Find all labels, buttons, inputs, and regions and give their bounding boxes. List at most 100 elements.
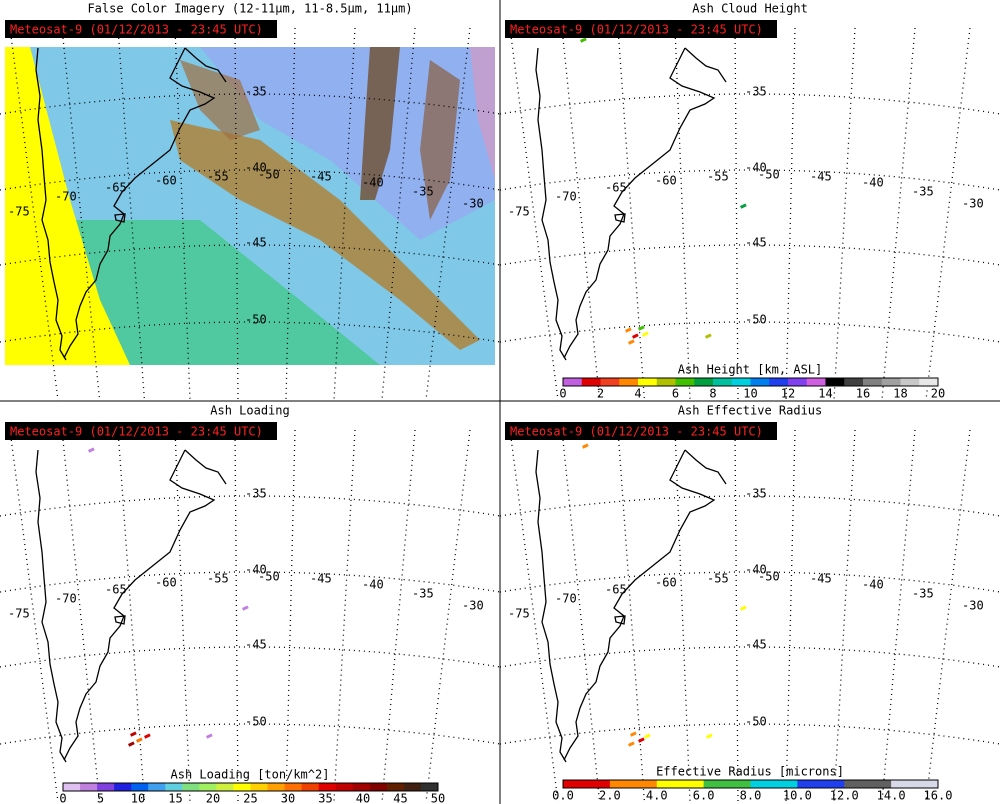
colorbar-tick-label: 0 <box>559 387 566 401</box>
coastline <box>684 449 727 485</box>
colorbar-tick-label: 25 <box>243 792 257 804</box>
colorbar-segment <box>369 783 388 791</box>
colorbar-title: Ash Height [km, ASL] <box>678 363 823 377</box>
grid-label: -60 <box>155 174 177 188</box>
grid-label: -50 <box>745 313 767 327</box>
colorbar-tick-label: 10 <box>131 792 145 804</box>
longitude-line <box>234 429 239 803</box>
image-yellow-region <box>5 47 130 365</box>
grid-label: -40 <box>245 563 267 577</box>
colorbar-tick-label: 6 <box>672 387 679 401</box>
colorbar-tick-label: 35 <box>318 792 332 804</box>
grid-label: -50 <box>758 168 780 182</box>
colorbar-segment <box>713 378 733 386</box>
colorbar-tick-label: 6.0 <box>693 789 715 803</box>
grid-label: -60 <box>655 174 677 188</box>
colorbar-segment <box>656 780 705 788</box>
coastline <box>35 449 67 763</box>
grid-label: -30 <box>962 599 984 613</box>
panel-title: Ash Loading <box>210 404 289 418</box>
grid-label: -40 <box>745 563 767 577</box>
coastline <box>535 47 567 361</box>
false-color-image <box>5 47 495 365</box>
colorbar-segment <box>386 783 405 791</box>
colorbar-segment <box>703 780 751 788</box>
ash-pixel <box>705 333 712 339</box>
ash-pixel <box>128 741 135 747</box>
colorbar-tick-label: 10.0 <box>783 789 812 803</box>
ash-pixel <box>638 737 645 743</box>
longitude-line <box>833 429 856 803</box>
grid-label: -40 <box>862 176 884 190</box>
image-cloud-band-1 <box>360 47 400 200</box>
colorbar-tick-label: 0 <box>59 792 66 804</box>
colorbar-tick-label: 20 <box>931 387 945 401</box>
colorbar-tick-label: 16 <box>856 387 870 401</box>
colorbar-segment <box>731 378 751 386</box>
longitude-line <box>674 27 691 401</box>
colorbar-segment <box>769 378 789 386</box>
coastline <box>563 449 716 761</box>
grid-label: -55 <box>707 170 729 184</box>
colorbar-frame <box>562 377 939 387</box>
grid-label: -55 <box>207 572 229 586</box>
longitude-line <box>174 429 191 803</box>
image-green-region <box>60 220 380 365</box>
colorbar-segment <box>750 378 770 386</box>
colorbar-segment <box>656 378 676 386</box>
colorbar-tick-label: 2.0 <box>599 789 621 803</box>
map-panel: -35 -40 -45 -50 -65 -60 -55 -50 -45 -40 -35 -30 -70 -… <box>0 2 501 401</box>
longitude-line <box>734 27 739 401</box>
ash-pixel <box>206 733 213 739</box>
grid-label: -75 <box>508 205 530 219</box>
grid-label: -30 <box>962 197 984 211</box>
ash-pixel <box>88 447 95 453</box>
colorbar-segment <box>165 783 183 791</box>
grid-label: -55 <box>207 170 229 184</box>
coastline <box>535 449 567 763</box>
colorbar-tick-label: 2 <box>597 387 604 401</box>
grid-label: -45 <box>810 572 832 586</box>
colorbar-tick-label: 10 <box>743 387 757 401</box>
colorbar-tick-label: 16.0 <box>924 789 953 803</box>
island <box>114 213 126 223</box>
grid-label: -45 <box>745 236 767 250</box>
grid-label: -50 <box>258 570 280 584</box>
colorbar-segment <box>844 780 892 788</box>
grid-label: -65 <box>105 181 127 195</box>
grid-label: -40 <box>362 176 384 190</box>
grid-label: -35 <box>912 587 934 601</box>
grid-label: -50 <box>758 570 780 584</box>
colorbar-segment <box>420 783 439 791</box>
island <box>114 615 126 625</box>
timestamp-box <box>505 20 777 38</box>
ash-pixel <box>706 733 713 739</box>
coastline <box>35 47 67 361</box>
ash-pixel <box>638 325 645 331</box>
colorbar-segment <box>797 780 845 788</box>
colorbar-tick-label: 4 <box>634 387 641 401</box>
image-pink-edge <box>470 47 495 180</box>
colorbar-segment <box>919 378 939 386</box>
colorbar-segment <box>318 783 337 791</box>
colorbar-tick-label: 20 <box>206 792 220 804</box>
colorbar-segment <box>250 783 269 791</box>
grid-label: -45 <box>810 170 832 184</box>
grid-label: -40 <box>862 578 884 592</box>
grid-label: -45 <box>310 170 332 184</box>
colorbar-segment <box>335 783 354 791</box>
colorbar-title: Ash Loading [ton/km^2] <box>171 768 330 782</box>
timestamp-label: Meteosat-9 (01/12/2013 - 23:45 UTC) <box>10 425 263 439</box>
colorbar-segment <box>301 783 320 791</box>
map-panel: -35 -40 -45 -50 -65 -60 -55 -50 -45 -40 -35 -30 -70 -… <box>0 404 501 804</box>
colorbar-tick-label: 8 <box>709 387 716 401</box>
ash-pixel <box>144 733 151 739</box>
colorbar-segment <box>600 378 620 386</box>
colorbar-segment <box>199 783 217 791</box>
panel-title: False Color Imagery (12-11μm, 11-8.5μm, … <box>87 2 412 16</box>
grid-label: -50 <box>745 715 767 729</box>
colorbar-tick-label: 5 <box>97 792 104 804</box>
island <box>614 213 626 223</box>
longitude-line <box>234 27 239 401</box>
grid-label: -45 <box>310 572 332 586</box>
